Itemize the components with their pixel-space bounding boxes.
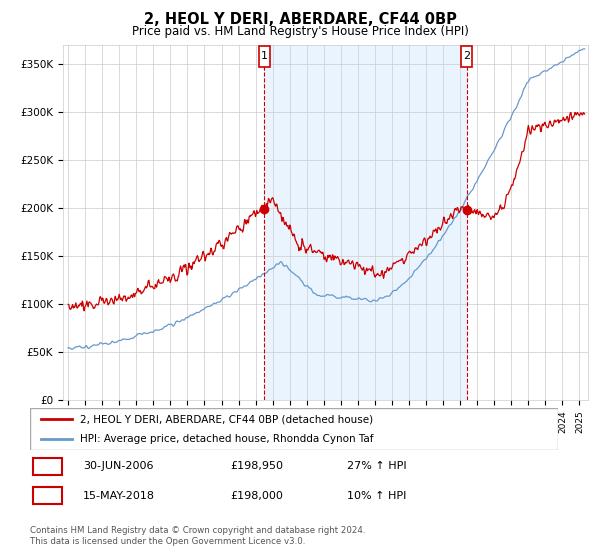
Text: 1: 1 [260, 52, 268, 62]
Text: 10% ↑ HPI: 10% ↑ HPI [347, 491, 406, 501]
Bar [264, 45, 467, 400]
Bar [259, 46, 269, 67]
Text: Contains HM Land Registry data © Crown copyright and database right 2024.
This d: Contains HM Land Registry data © Crown c… [30, 526, 365, 546]
Text: 15-MAY-2018: 15-MAY-2018 [83, 491, 155, 501]
Text: £198,000: £198,000 [230, 491, 284, 501]
Text: £198,950: £198,950 [230, 461, 284, 472]
Bar [32, 458, 62, 475]
Text: 30-JUN-2006: 30-JUN-2006 [83, 461, 154, 472]
Text: 2, HEOL Y DERI, ABERDARE, CF44 0BP: 2, HEOL Y DERI, ABERDARE, CF44 0BP [143, 12, 457, 27]
Text: 2, HEOL Y DERI, ABERDARE, CF44 0BP (detached house): 2, HEOL Y DERI, ABERDARE, CF44 0BP (deta… [80, 414, 373, 424]
Text: HPI: Average price, detached house, Rhondda Cynon Taf: HPI: Average price, detached house, Rhon… [80, 434, 374, 444]
Text: 2: 2 [463, 52, 470, 62]
Text: 27% ↑ HPI: 27% ↑ HPI [347, 461, 406, 472]
Text: 1: 1 [43, 460, 51, 473]
Text: 2: 2 [43, 489, 51, 502]
Bar [461, 46, 472, 67]
Bar [32, 487, 62, 504]
Text: Price paid vs. HM Land Registry's House Price Index (HPI): Price paid vs. HM Land Registry's House … [131, 25, 469, 38]
